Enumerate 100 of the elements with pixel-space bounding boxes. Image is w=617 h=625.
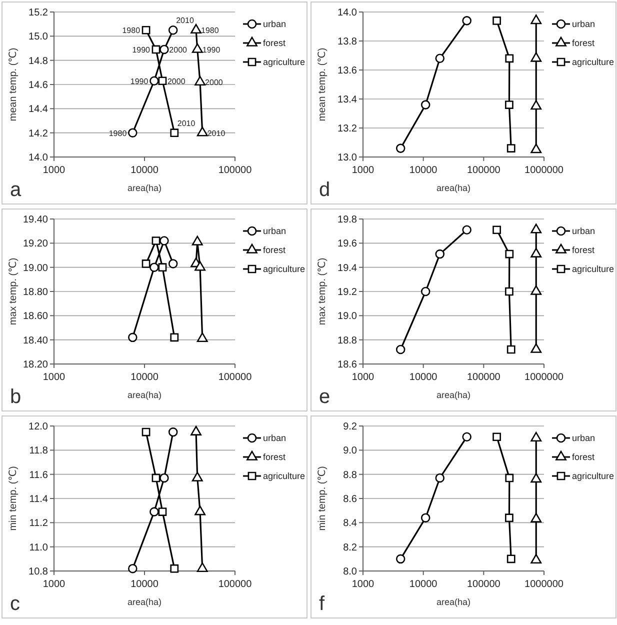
- annotation: 1980: [108, 128, 128, 138]
- y-tick-label: 14.0: [338, 8, 358, 18]
- y-tick-label: 19.20: [22, 238, 48, 250]
- y-tick-label: 18.80: [22, 287, 48, 298]
- x-tick-label: 1000000: [524, 165, 564, 176]
- y-tick-label: 18.40: [22, 335, 48, 346]
- text: e: [319, 386, 330, 408]
- x-tick-label: 100000: [466, 165, 501, 176]
- y-tick-label: 11.6: [29, 470, 48, 481]
- x-tick-label: 1000000: [524, 579, 564, 590]
- x-tick-label: 1000: [352, 165, 375, 176]
- y-tick-label: 18.60: [22, 311, 48, 322]
- annotation: 1980: [122, 26, 141, 36]
- x-tick-label: 1000: [352, 579, 375, 590]
- x-axis-title: area(ha): [127, 390, 162, 400]
- legend-label: urban: [572, 226, 596, 236]
- y-tick-label: 18.8: [338, 335, 358, 346]
- x-tick-label: 10000: [130, 165, 159, 176]
- y-tick-label: 19.0: [338, 311, 358, 322]
- x-tick-label: 1000000: [524, 372, 564, 383]
- text: b: [10, 386, 22, 408]
- legend-label: forest: [263, 245, 286, 256]
- y-tick-label: 14.2: [28, 128, 48, 140]
- x-tick-label: 10000: [130, 579, 159, 590]
- y-axis-title: max temp. (℃): [8, 258, 19, 326]
- legend-label: agriculture: [572, 57, 614, 68]
- x-tick-label: 100000: [218, 372, 252, 383]
- y-tick-label: 8.2: [343, 542, 358, 554]
- y-tick-label: 8.0: [343, 566, 358, 578]
- y-axis-title: mean temp. (℃): [317, 48, 328, 122]
- y-tick-label: 11.4: [29, 494, 48, 505]
- x-tick-label: 10000: [130, 372, 159, 383]
- y-tick-label: 12.0: [28, 422, 48, 432]
- annotation: 1990: [202, 45, 221, 54]
- y-tick-label: 8.4: [343, 518, 358, 530]
- y-tick-label: 19.4: [338, 262, 358, 274]
- legend-label: agriculture: [572, 471, 614, 482]
- y-tick-label: 13.4: [338, 94, 358, 106]
- x-tick-label: 100000: [218, 165, 252, 176]
- y-tick-label: 15.2: [28, 8, 48, 18]
- x-tick-label: 1000: [42, 165, 66, 176]
- x-tick-label: 1000: [42, 372, 66, 383]
- legend-label: forest: [572, 38, 596, 48]
- legend-label: forest: [572, 245, 596, 256]
- legend-label: urban: [572, 19, 596, 30]
- text: c: [10, 593, 20, 615]
- y-tick-label: 14.8: [28, 56, 48, 67]
- legend-label: urban: [263, 19, 286, 30]
- legend-label: agriculture: [263, 264, 306, 274]
- y-tick-label: 19.00: [22, 262, 48, 274]
- y-tick-label: 19.2: [338, 287, 358, 298]
- y-tick-label: 10.8: [28, 566, 48, 578]
- x-tick-label: 10000: [409, 372, 438, 383]
- y-tick-label: 14.6: [28, 80, 48, 91]
- y-tick-label: 9.0: [343, 446, 358, 457]
- y-axis-title: mean temp. (℃): [8, 48, 19, 122]
- y-tick-label: 18.6: [338, 360, 358, 370]
- y-tick-label: 13.2: [338, 124, 358, 134]
- y-tick-label: 19.6: [338, 238, 358, 250]
- x-tick-label: 100000: [218, 579, 252, 590]
- y-tick-label: 18.20: [22, 360, 48, 370]
- y-tick-label: 13.6: [338, 66, 358, 76]
- x-tick-label: 100000: [466, 579, 501, 590]
- legend-label: urban: [572, 433, 596, 444]
- x-tick-label: 100000: [466, 372, 501, 383]
- x-axis-title: area(ha): [127, 183, 162, 193]
- legend-label: urban: [263, 433, 286, 444]
- x-tick-label: 10000: [409, 579, 438, 590]
- x-tick-label: 1000: [352, 372, 375, 383]
- y-tick-label: 8.8: [343, 470, 358, 481]
- legend-label: agriculture: [263, 57, 306, 68]
- legend-label: forest: [263, 452, 286, 462]
- legend-label: agriculture: [263, 471, 306, 482]
- y-tick-label: 14.4: [28, 104, 48, 116]
- annotation: 2010: [207, 128, 226, 138]
- annotation: 2010: [176, 16, 194, 26]
- legend-label: forest: [572, 452, 596, 462]
- legend-label: urban: [263, 226, 286, 236]
- legend-label: forest: [263, 38, 286, 48]
- text: a: [10, 179, 22, 201]
- y-tick-label: 9.2: [343, 422, 358, 432]
- legend-label: agriculture: [572, 264, 614, 274]
- y-axis-title: min temp. (℃): [8, 466, 19, 531]
- y-tick-label: 11.2: [29, 518, 48, 530]
- y-tick-label: 13.0: [338, 152, 358, 164]
- y-tick-label: 11.8: [29, 446, 48, 457]
- annotation: 2000: [169, 45, 188, 54]
- y-tick-label: 8.6: [343, 494, 358, 505]
- x-axis-title: area(ha): [436, 390, 471, 400]
- y-tick-label: 14.0: [28, 152, 48, 164]
- annotation: 1980: [201, 26, 220, 36]
- y-axis-title: min temp. (℃): [317, 466, 328, 531]
- y-tick-label: 13.8: [338, 36, 358, 48]
- text: f: [319, 593, 325, 615]
- annotation: 2010: [177, 118, 196, 128]
- x-tick-label: 1000: [42, 579, 66, 590]
- x-axis-title: area(ha): [436, 597, 471, 607]
- x-axis-title: area(ha): [436, 183, 471, 193]
- y-tick-label: 11.0: [29, 542, 48, 554]
- y-axis-title: max temp. (℃): [317, 258, 328, 326]
